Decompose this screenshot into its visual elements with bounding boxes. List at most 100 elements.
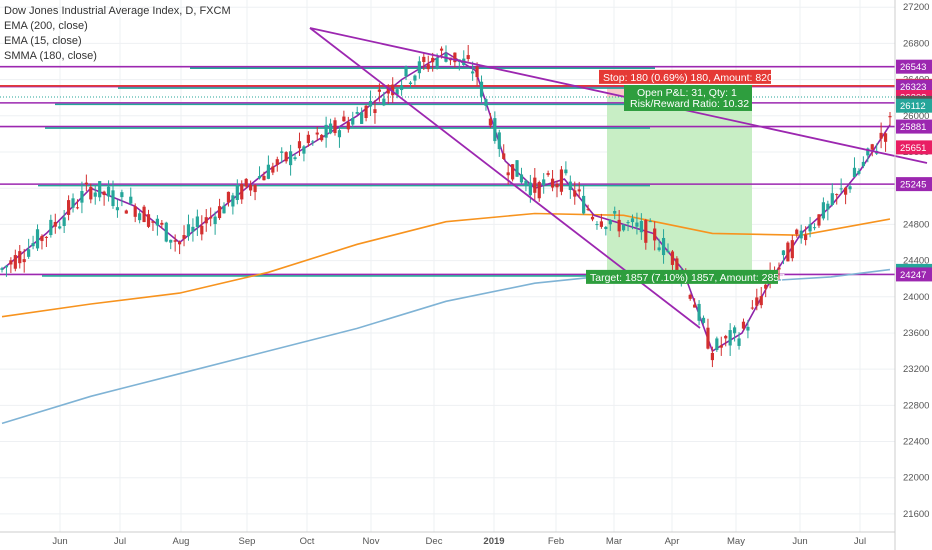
candle-body xyxy=(626,222,630,224)
candle-body xyxy=(413,75,417,81)
candle-body xyxy=(417,61,421,74)
candle-body xyxy=(342,116,346,122)
candle-body xyxy=(857,170,861,174)
candle-body xyxy=(155,218,159,226)
candle-body xyxy=(160,222,164,225)
candle-body xyxy=(839,188,843,190)
candle-body xyxy=(577,189,581,192)
candle-body xyxy=(746,326,750,331)
pnl-box xyxy=(624,84,752,111)
candle-body xyxy=(835,194,839,196)
candle-body xyxy=(337,130,342,138)
candle-body xyxy=(622,224,626,231)
candle-body xyxy=(653,228,657,241)
price-tag xyxy=(896,177,932,192)
candle-body xyxy=(524,180,528,186)
y-tick-label: 24000 xyxy=(903,292,929,303)
candle-body xyxy=(293,157,297,160)
x-tick-label: May xyxy=(727,536,745,547)
candle-body xyxy=(661,237,666,256)
target-box xyxy=(586,269,778,284)
candle-body xyxy=(666,250,670,253)
candle-body xyxy=(724,335,728,339)
candle-body xyxy=(635,222,639,227)
y-axis: 21600 22000 22400 22800 23200 23600 24000 24400… xyxy=(894,0,932,550)
candle-body xyxy=(306,134,310,144)
x-tick-label: Dec xyxy=(426,536,443,547)
ema200-line xyxy=(1,212,891,318)
candle-body xyxy=(40,235,44,242)
candle-body xyxy=(848,186,852,190)
candle-body xyxy=(204,217,208,224)
candle-body xyxy=(812,227,817,229)
candle-body xyxy=(284,152,288,162)
y-tick-label: 26800 xyxy=(903,38,929,49)
candle-body xyxy=(311,141,315,143)
candle-body xyxy=(0,268,4,270)
candle-body xyxy=(22,259,26,263)
candle-body xyxy=(84,182,88,185)
candle-body xyxy=(630,218,635,223)
y-tick-label: 26000 xyxy=(903,111,929,122)
candle-body xyxy=(471,71,475,74)
candle-body xyxy=(715,338,719,350)
candle-body xyxy=(360,112,364,124)
y-tick-label: 22000 xyxy=(903,473,929,484)
x-tick-label: Apr xyxy=(665,536,680,547)
candle-body xyxy=(231,195,235,207)
candle-body xyxy=(564,169,568,174)
candle-body xyxy=(728,330,732,346)
candle-body xyxy=(151,221,155,223)
candle-body xyxy=(373,109,377,114)
candle-body xyxy=(733,327,737,334)
candle-body xyxy=(693,304,697,308)
candle-body xyxy=(142,206,146,223)
candle-body xyxy=(333,120,337,134)
candle-body xyxy=(244,178,248,187)
candle-body xyxy=(240,184,244,200)
candle-body xyxy=(648,221,652,223)
candle-body xyxy=(568,181,572,191)
candle-body xyxy=(475,66,479,78)
candle-body xyxy=(80,190,84,203)
candle-body xyxy=(439,48,444,51)
candle-body xyxy=(497,132,501,150)
candle-body xyxy=(550,178,555,188)
y-tick-label: 24400 xyxy=(903,256,929,267)
candle-body xyxy=(169,239,173,243)
candle-body xyxy=(479,81,484,97)
candle-body xyxy=(466,55,470,60)
candle-body xyxy=(808,224,812,232)
candle-body xyxy=(377,89,381,92)
candle-body xyxy=(75,207,80,209)
candle-body xyxy=(777,267,781,270)
candle-body xyxy=(138,213,142,221)
position-labels: Stop: 180 (0.69%) 180, Amount: 820 Open P… xyxy=(586,69,785,284)
candle-body xyxy=(493,118,497,142)
candle-body xyxy=(58,226,62,229)
candle-body xyxy=(89,186,93,200)
candle-body xyxy=(781,250,786,256)
candle-body xyxy=(408,82,413,85)
candle-body xyxy=(484,99,488,106)
legend-smma180: SMMA (180, close) xyxy=(4,50,97,62)
pnl-label: Open P&L: 31, Qty: 1 xyxy=(637,87,737,99)
candle-body xyxy=(608,220,612,225)
candle-body xyxy=(710,352,714,361)
candle-body xyxy=(368,100,373,107)
x-axis: Jun Jul Aug Sep Oct Nov Dec 2019 Feb Mar Apr May Jun… xyxy=(0,531,895,547)
candle-body xyxy=(515,160,519,177)
candle-body xyxy=(106,186,111,197)
legend-ema200: EMA (200, close) xyxy=(4,20,88,32)
candle-body xyxy=(328,123,333,134)
stop-label: Stop: 180 (0.69%) 180, Amount: 820 xyxy=(603,72,773,84)
x-tick-label: Aug xyxy=(173,536,190,547)
candle-body xyxy=(13,255,17,269)
candle-body xyxy=(821,202,825,219)
x-tick-label: Jul xyxy=(854,536,866,547)
candle-body xyxy=(124,210,128,214)
candle-body xyxy=(644,219,648,243)
price-tag-label: 25245 xyxy=(900,180,926,191)
candle-body xyxy=(502,153,506,159)
candle-body xyxy=(852,167,857,178)
